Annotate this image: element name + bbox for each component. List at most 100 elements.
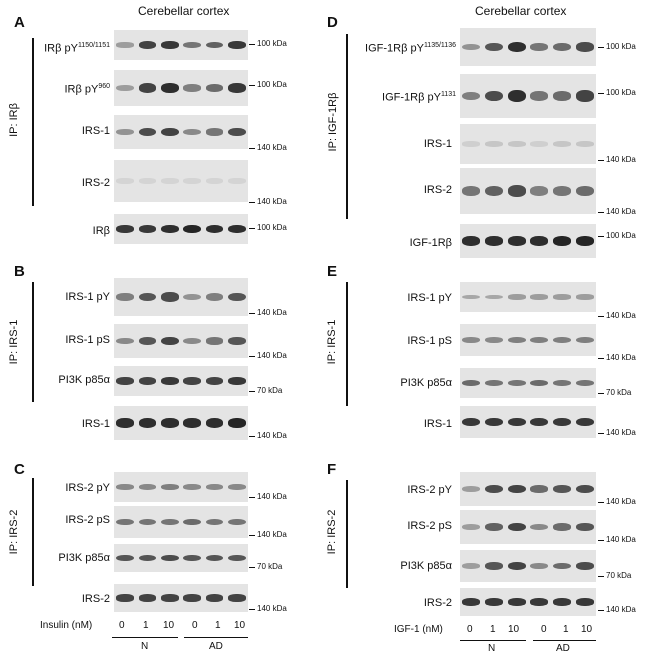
blot-band	[138, 83, 157, 93]
kda-tick	[598, 47, 604, 49]
panel-letter-d: D	[327, 14, 338, 31]
right-figure-title: Cerebellar cortex	[475, 4, 567, 18]
blot-band	[116, 518, 135, 526]
group-label-ad: AD	[556, 643, 570, 654]
blot-band	[160, 224, 179, 234]
blot-strip	[460, 74, 596, 118]
blot-strip	[114, 70, 248, 106]
blot-band	[484, 336, 504, 344]
blot-band	[227, 377, 246, 385]
blot-band	[227, 418, 246, 428]
blot-band	[575, 417, 594, 427]
blot-band	[575, 336, 594, 344]
kda-tick	[598, 433, 604, 435]
blot-label: IRS-2	[81, 177, 110, 189]
blot-band	[484, 484, 504, 494]
kda-marker: 140 kDa	[257, 197, 287, 206]
blot-band	[530, 485, 549, 493]
kda-marker: 100 kDa	[257, 80, 287, 89]
blot-band	[116, 225, 135, 233]
blot-band	[183, 224, 202, 234]
blot-band	[205, 178, 224, 184]
ip-bracket-a	[32, 38, 34, 206]
blot-strip	[460, 124, 596, 164]
blot-strip	[114, 406, 248, 440]
kda-marker: 140 kDa	[257, 431, 287, 440]
blot-band	[205, 293, 224, 301]
kda-tick	[249, 148, 255, 150]
kda-marker: 140 kDa	[257, 492, 287, 501]
blot-band	[160, 594, 179, 602]
blot-band	[227, 484, 246, 490]
blot-band	[116, 418, 135, 428]
blot-band	[552, 379, 572, 387]
kda-tick	[598, 160, 604, 162]
dose-label: 1	[563, 624, 569, 635]
kda-marker: 140 kDa	[257, 143, 287, 152]
blot-band	[160, 418, 179, 428]
kda-tick	[598, 212, 604, 214]
kda-tick	[598, 358, 604, 360]
blot-band	[530, 523, 549, 531]
blot-band	[507, 417, 526, 427]
blot-band	[160, 554, 179, 562]
blot-band	[183, 484, 202, 490]
blot-label: PI3K p85α	[400, 377, 452, 389]
blot-strip	[460, 324, 596, 356]
blot-band	[507, 522, 526, 532]
ip-label-b: IP: IRS-1	[8, 319, 20, 365]
ip-bracket-b	[32, 282, 34, 402]
blot-band	[484, 185, 504, 197]
blot-band	[183, 293, 202, 301]
blot-band	[507, 185, 526, 197]
blot-band	[138, 518, 157, 526]
blot-band	[575, 236, 594, 246]
blot-band	[138, 594, 157, 602]
blot-label: IRS-2 pY	[65, 482, 110, 494]
blot-band	[205, 594, 224, 602]
kda-tick	[249, 567, 255, 569]
blot-band	[183, 128, 202, 136]
blot-strip	[114, 584, 248, 612]
blot-strip	[114, 544, 248, 572]
blot-strip	[460, 368, 596, 398]
blot-band	[227, 178, 246, 184]
blot-band	[530, 141, 549, 147]
blot-label: IRS-2	[423, 184, 452, 196]
blot-band	[138, 225, 157, 233]
blot-band	[116, 377, 135, 385]
dose-label: 10	[581, 624, 593, 635]
kda-tick	[249, 313, 255, 315]
kda-tick	[249, 436, 255, 438]
blot-label: IRβ pY1150/1151	[44, 42, 110, 55]
treatment-label: IGF-1 (nM)	[394, 624, 443, 635]
blot-band	[507, 141, 526, 147]
blot-band	[530, 236, 549, 246]
blot-band	[575, 141, 594, 147]
blot-band	[227, 554, 246, 562]
blot-band	[484, 236, 504, 246]
blot-band	[507, 90, 526, 102]
blot-band	[116, 484, 135, 490]
blot-band	[484, 562, 504, 570]
blot-band	[227, 292, 246, 302]
blot-band	[462, 236, 481, 246]
kda-tick	[249, 535, 255, 537]
blot-band	[227, 41, 246, 49]
dose-label: 0	[119, 620, 125, 631]
blot-band	[160, 41, 179, 49]
blot-band	[484, 42, 504, 52]
blot-band	[484, 598, 504, 606]
blot-band	[552, 417, 572, 427]
blot-band	[575, 484, 594, 494]
blot-band	[462, 141, 481, 147]
blot-strip	[460, 588, 596, 616]
blot-band	[507, 236, 526, 246]
blot-strip	[460, 550, 596, 582]
panel-letter-b: B	[14, 263, 25, 280]
kda-tick	[598, 502, 604, 504]
blot-band	[575, 42, 594, 52]
blot-strip	[114, 214, 248, 244]
blot-band	[205, 337, 224, 345]
blot-band	[183, 518, 202, 526]
